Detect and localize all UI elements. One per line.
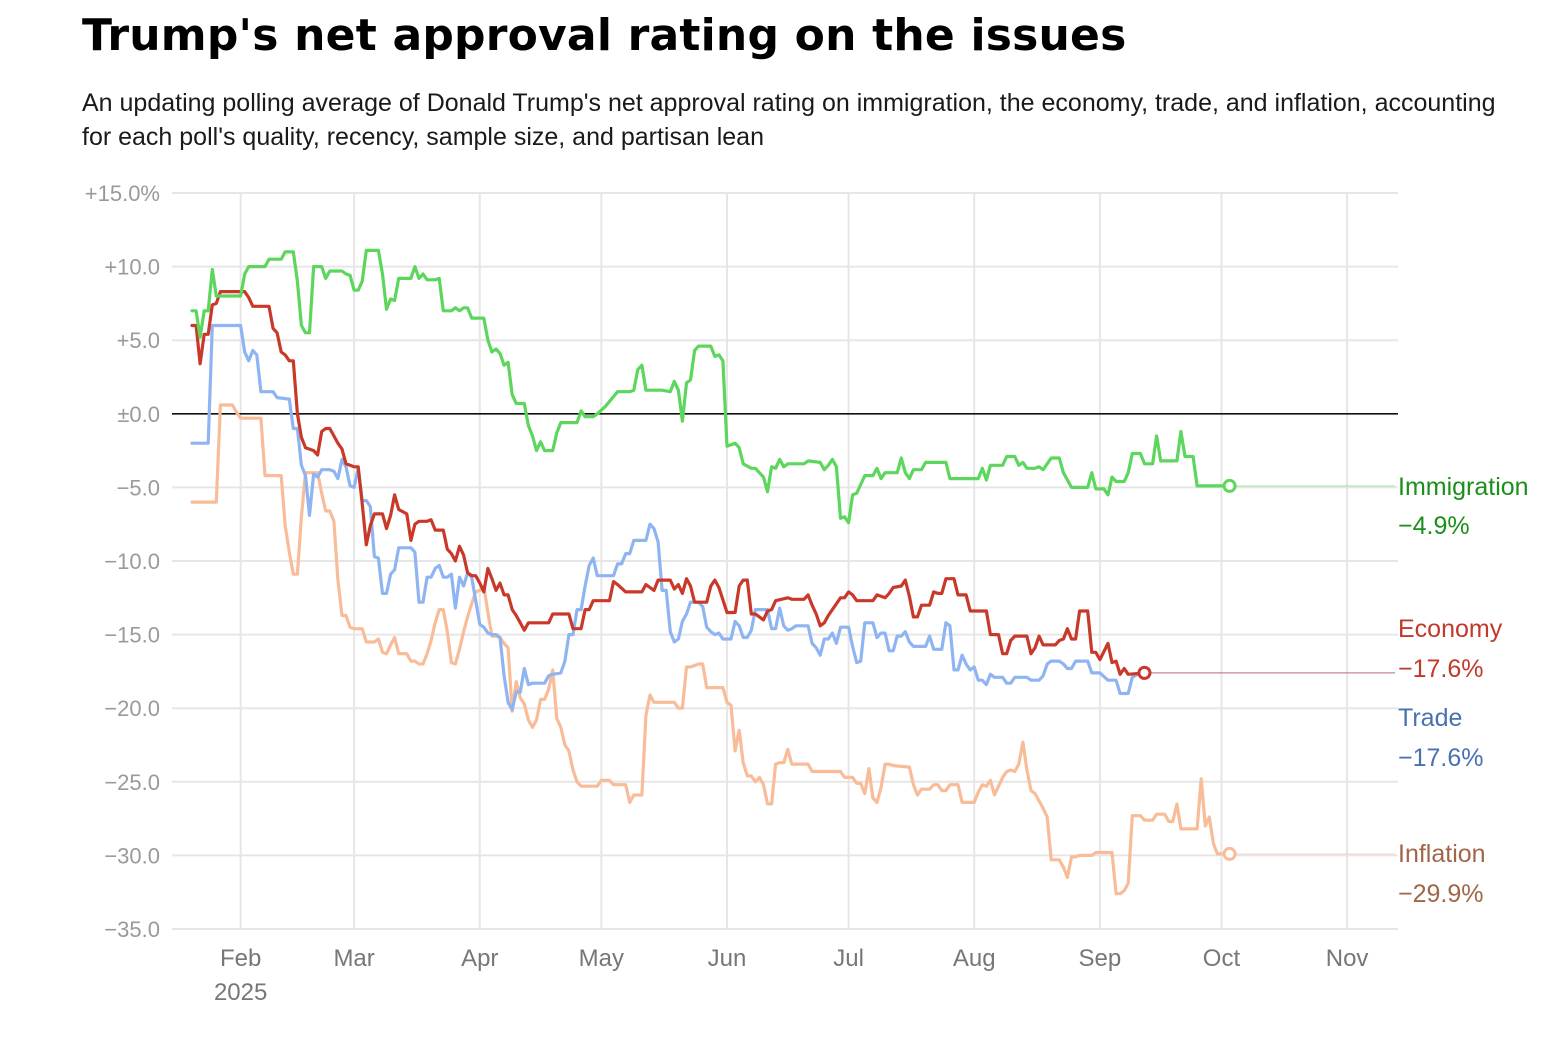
y-tick-label: −15.0	[104, 623, 160, 648]
series-line-trade	[190, 323, 1147, 712]
chart-title: Trump's net approval rating on the issue…	[82, 10, 1127, 61]
series-label-economy: Economy	[1398, 615, 1503, 643]
y-tick-label: +10.0	[104, 255, 160, 280]
series-value-economy: −17.6%	[1398, 655, 1484, 683]
series-lines	[190, 248, 1395, 896]
y-axis: +15.0% +10.0 +5.0 ±0.0 −5.0 −10.0 −15.0 −20.0 −2…	[85, 181, 160, 942]
x-tick-label: Aug	[953, 945, 996, 972]
series-label-immigration: Immigration	[1398, 473, 1529, 501]
series-line-economy	[190, 290, 1147, 676]
y-tick-label: −30.0	[104, 843, 160, 868]
chart-subtitle: An updating polling average of Donald Tr…	[82, 89, 1496, 151]
y-tick-label: ±0.0	[117, 402, 160, 427]
y-tick-label: −35.0	[104, 917, 160, 942]
gridlines	[172, 192, 1398, 930]
y-tick-label: −20.0	[104, 696, 160, 721]
x-tick-label: Apr	[461, 945, 498, 972]
series-end-labels: Immigration −4.9% Economy −17.6% Trade −17.6%…	[1398, 473, 1529, 908]
y-tick-label: −5.0	[117, 475, 160, 500]
x-tick-label: Jul	[833, 945, 864, 972]
x-tick-label: Sep	[1079, 945, 1122, 972]
x-tick-label: May	[579, 945, 624, 972]
series-end-marker-immigration	[1222, 478, 1237, 493]
x-axis: Feb 2025 Mar Apr May Jun Jul Aug Sep Oct Nov	[214, 945, 1369, 1006]
series-end-marker-economy	[1137, 665, 1152, 680]
series-value-immigration: −4.9%	[1398, 512, 1470, 540]
x-tick-label: Jun	[708, 945, 747, 972]
x-tick-label: Nov	[1326, 945, 1369, 972]
y-tick-label: +5.0	[117, 328, 160, 353]
y-tick-label: −10.0	[104, 549, 160, 574]
series-line-immigration	[190, 248, 1232, 525]
x-tick-label: Feb	[220, 945, 261, 972]
y-tick-label: +15.0%	[85, 181, 160, 206]
x-tick-label: Mar	[333, 945, 374, 972]
x-tick-year-label: 2025	[214, 979, 267, 1006]
series-line-inflation	[190, 403, 1232, 896]
x-tick-label: Oct	[1203, 945, 1241, 972]
y-tick-label: −25.0	[104, 770, 160, 795]
series-value-trade: −17.6%	[1398, 744, 1484, 772]
series-end-marker-inflation	[1222, 846, 1237, 861]
series-label-trade: Trade	[1398, 704, 1462, 732]
series-label-inflation: Inflation	[1398, 840, 1486, 868]
series-value-inflation: −29.9%	[1398, 880, 1484, 908]
